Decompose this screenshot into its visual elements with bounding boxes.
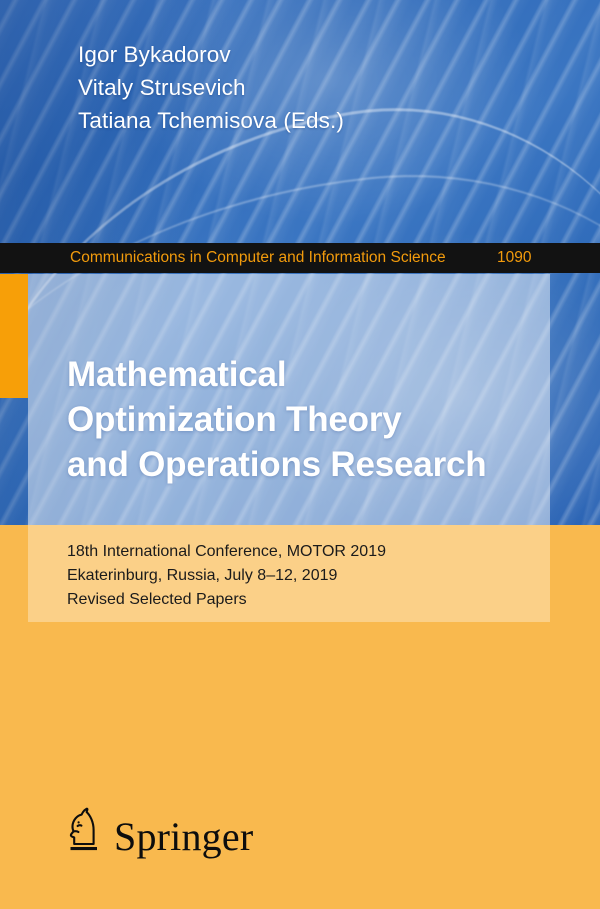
springer-knight-icon: [69, 807, 97, 851]
editor-name-3: Tatiana Tchemisova (Eds.): [78, 108, 344, 133]
title-panel-overlay: [28, 274, 550, 525]
editor-name-1: Igor Bykadorov: [78, 42, 231, 67]
title-line-1: Mathematical: [67, 355, 287, 394]
series-volume-number: 1090: [497, 249, 532, 266]
book-title: Mathematical Optimization Theory and Ope…: [67, 352, 557, 487]
title-line-2: Optimization Theory: [67, 400, 402, 439]
publisher-logo: Springer: [64, 806, 254, 859]
subtitle-panel-overlay: [28, 525, 550, 622]
series-name: Communications in Computer and Informati…: [70, 249, 446, 266]
editors-list: Igor Bykadorov Vitaly Strusevich Tatiana…: [78, 38, 548, 137]
highlight-glow-top: [120, 0, 540, 230]
subtitle-line-1: 18th International Conference, MOTOR 201…: [67, 543, 386, 560]
publisher-name: Springer: [114, 814, 254, 859]
title-line-3: and Operations Research: [67, 445, 487, 484]
orange-accent-tab: [0, 274, 28, 398]
subtitle-line-3: Revised Selected Papers: [67, 591, 247, 608]
book-subtitle: 18th International Conference, MOTOR 201…: [67, 540, 537, 612]
highlight-glow-middle: [250, 230, 600, 525]
editor-name-2: Vitaly Strusevich: [78, 75, 246, 100]
subtitle-line-2: Ekaterinburg, Russia, July 8–12, 2019: [67, 567, 338, 584]
series-banner: Communications in Computer and Informati…: [0, 243, 600, 273]
